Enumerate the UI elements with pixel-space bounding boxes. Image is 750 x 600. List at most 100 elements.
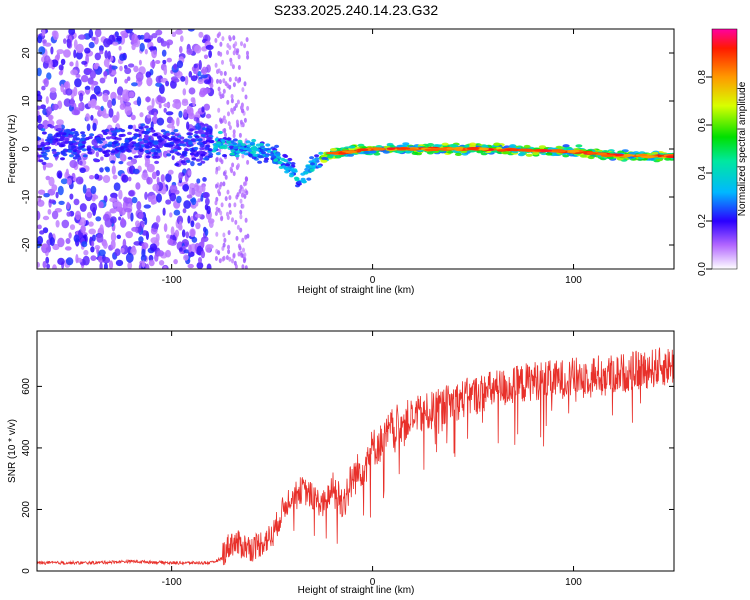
noise-blob: [158, 260, 165, 266]
noise-blob: [85, 113, 90, 122]
ridge-blob: [81, 148, 87, 152]
noise-blob: [42, 261, 47, 269]
ridge-blob: [109, 127, 115, 131]
ridge-blob: [180, 160, 186, 164]
snr-line: [37, 347, 674, 566]
noise-blob: [154, 253, 159, 262]
noise-blob: [239, 214, 243, 220]
ridge-blob: [81, 133, 87, 138]
noise-blob: [153, 112, 157, 118]
noise-blob: [60, 178, 68, 185]
noise-blob: [88, 29, 94, 39]
ridge-blob: [144, 145, 150, 149]
noise-blob: [110, 208, 115, 214]
noise-blob: [102, 213, 110, 222]
noise-blob: [203, 54, 209, 60]
noise-blob: [162, 59, 167, 65]
noise-blob: [205, 197, 210, 206]
ridge-blob: [134, 128, 140, 132]
noise-blob: [228, 35, 232, 40]
noise-blob: [205, 125, 213, 135]
noise-blob: [94, 29, 102, 38]
spectrogram-x-label: Height of straight line (km): [298, 285, 415, 296]
noise-blob: [145, 263, 150, 269]
ridge-blob: [152, 155, 158, 159]
noise-blob: [238, 188, 242, 194]
x-tick-label: -100: [162, 275, 182, 286]
noise-blob: [61, 219, 70, 229]
noise-blob: [107, 99, 113, 109]
noise-blob: [214, 38, 218, 43]
noise-blob: [165, 199, 172, 205]
noise-blob: [95, 216, 102, 222]
noise-blob: [165, 111, 174, 116]
noise-blob: [127, 261, 133, 269]
noise-blob: [113, 182, 121, 191]
ridge-blob: [144, 149, 150, 154]
noise-blob: [98, 249, 106, 257]
ridge-blob: [110, 160, 116, 164]
x-tick-label: 0: [370, 275, 376, 286]
ridge-blob: [39, 124, 45, 128]
noise-blob: [227, 230, 231, 236]
ridge-blob: [125, 148, 131, 152]
noise-blob: [201, 184, 206, 193]
noise-blob: [110, 239, 116, 250]
ridge-blob: [283, 159, 289, 163]
noise-blob: [75, 254, 79, 264]
noise-blob: [139, 112, 144, 118]
ridge-blob: [264, 154, 270, 158]
noise-blob: [156, 117, 165, 126]
noise-blob: [240, 104, 244, 110]
ridge-blob: [112, 141, 118, 145]
noise-blob: [49, 90, 57, 101]
noise-blob: [37, 94, 43, 102]
noise-blob: [79, 92, 84, 102]
ridge-blob: [252, 147, 258, 151]
noise-blob: [139, 34, 145, 40]
ridge-blob: [143, 131, 149, 135]
noise-blob: [222, 181, 226, 187]
noise-blob: [196, 261, 204, 269]
noise-blob: [237, 251, 241, 257]
noise-blob: [200, 239, 205, 248]
noise-blob: [73, 39, 78, 50]
noise-blob: [163, 265, 167, 269]
noise-blob: [232, 82, 236, 88]
noise-blob: [93, 63, 99, 70]
noise-blob: [200, 74, 208, 79]
noise-blob: [130, 212, 134, 222]
noise-blob: [41, 138, 45, 143]
noise-blob: [56, 49, 65, 55]
noise-blob: [131, 82, 138, 87]
ridge-blob: [70, 128, 76, 132]
noise-blob: [117, 94, 122, 100]
ridge-blob: [46, 135, 52, 140]
ridge-blob: [133, 147, 139, 151]
noise-blob: [127, 76, 131, 81]
noise-blob: [198, 59, 202, 70]
ridge-blob: [562, 154, 570, 158]
noise-blob: [243, 194, 247, 199]
noise-blob: [176, 60, 184, 69]
ridge-blob: [116, 137, 122, 141]
ridge-blob: [194, 135, 200, 139]
noise-blob: [123, 196, 128, 203]
noise-blob: [119, 65, 123, 72]
noise-blob: [148, 259, 155, 267]
noise-blob: [66, 201, 70, 210]
noise-blob: [42, 39, 47, 44]
ridge-blob: [143, 140, 149, 144]
ridge-blob: [441, 142, 449, 146]
noise-blob: [183, 249, 190, 254]
noise-blob: [58, 64, 64, 71]
noise-blob: [46, 72, 52, 80]
noise-blob: [63, 81, 69, 89]
noise-blob: [188, 244, 192, 253]
ridge-core: [586, 151, 597, 155]
ridge-blob: [68, 140, 73, 144]
ridge-blob: [203, 123, 209, 127]
noise-blob: [222, 232, 226, 238]
noise-blob: [43, 77, 49, 88]
noise-blob: [149, 243, 157, 252]
